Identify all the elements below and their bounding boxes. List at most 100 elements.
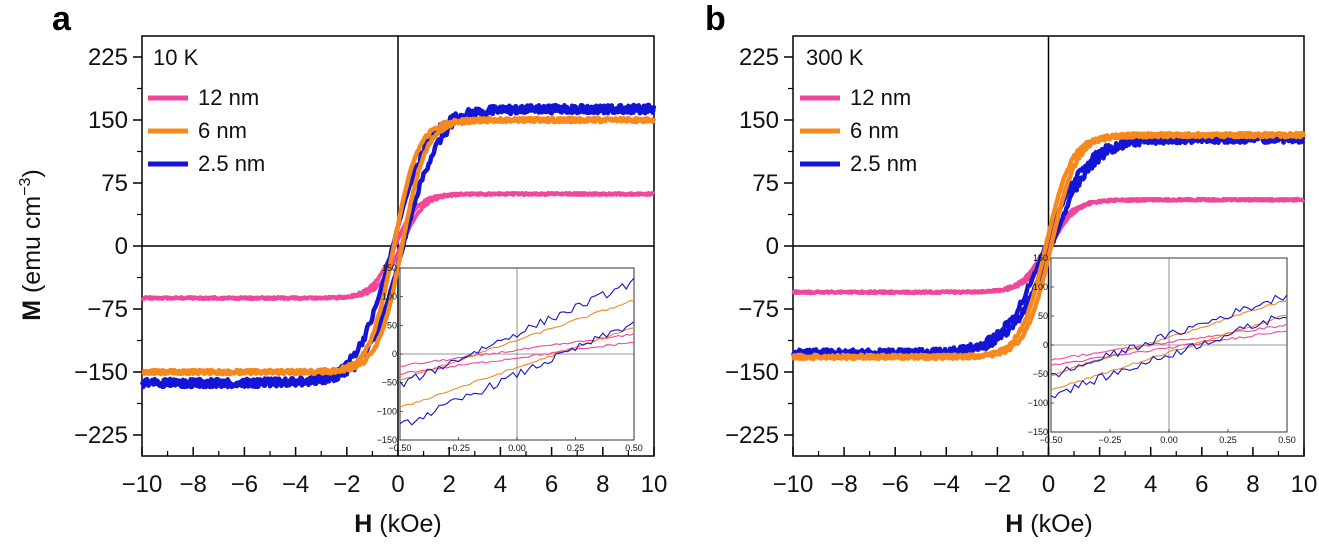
y-axis-title: M (emu cm−3) [17, 169, 46, 321]
panel-b: b 225 150 75 0 −75 −150 −225 −10 −8 −6 −4 −2 0 2 4 6 8 1… [705, 0, 1317, 538]
panel-a-x-axis-unit: (kOe) [372, 510, 441, 538]
panel-b-inset-x-tick-label: 0.25 [1219, 435, 1237, 445]
panel-b-inset-x-tick-label: 0.00 [1160, 435, 1178, 445]
panel-b-inset: 150 100 50 0 −50 −100 −150−0.50 −0.25 0.00 0.25 0.… [1028, 253, 1296, 445]
panel-a-x-tick-label: 2 [443, 471, 456, 498]
panel-a-y-tick-label: −75 [87, 296, 128, 323]
panel-a-inset-y-tick-label: 50 [387, 320, 397, 330]
panel-b-x-axis-unit: (kOe) [1023, 510, 1092, 538]
panel-b-inset-y-tick-label: −50 [1033, 369, 1048, 379]
panel-b-y-tick-label: 225 [739, 44, 779, 71]
panel-a-x-tick-label: −2 [333, 471, 360, 498]
y-axis-title-symbol: M [18, 300, 46, 321]
panel-a-inset-x-tick-label: 0.00 [508, 443, 526, 453]
y-axis-title-exponent: −3 [17, 177, 34, 195]
panel-b-x-axis-symbol: H [1005, 510, 1023, 538]
panel-b-inset-x-tick-label: −0.50 [1040, 435, 1063, 445]
panel-a-inset-x-tick-label: −0.25 [447, 443, 470, 453]
panel-a-inset-x-tick-label: −0.50 [389, 443, 412, 453]
panel-a-inset-series-12-nm-descending [399, 341, 635, 375]
panel-b-y-tick-label: 150 [739, 107, 779, 134]
panel-b-x-tick-label: −10 [773, 471, 814, 498]
panel-b-y-tick-label: 0 [766, 233, 779, 260]
panel-a-x-ticks: −10 −8 −6 −4 −2 0 2 4 6 8 10 [122, 447, 667, 498]
panel-b-temperature: 300 K [806, 45, 864, 70]
panel-b-inset-x-tick-label: 0.50 [1278, 435, 1296, 445]
panel-a-series-12-nm-descending [141, 190, 656, 302]
panel-b-legend-label: 12 nm [850, 85, 911, 110]
panel-a-inset-y-tick-label: 0 [392, 349, 397, 359]
y-axis-title-unit: (emu cm [18, 196, 46, 300]
panel-b-y-tick-label: −75 [738, 296, 779, 323]
panel-b-letter: b [705, 0, 726, 38]
panel-b-curves [790, 130, 1307, 362]
panel-a-x-tick-label: 0 [391, 471, 404, 498]
panel-a-legend-label: 6 nm [198, 118, 247, 143]
panel-b-series-6-nm-descending [791, 130, 1306, 362]
panel-b-x-tick-label: −6 [882, 471, 909, 498]
panel-a-inset-y-tick-label: −50 [382, 378, 397, 388]
panel-a-letter: a [52, 0, 72, 38]
panel-b-inset-y-tick-label: 100 [1033, 282, 1048, 292]
panel-b-inset-y-tick-label: 50 [1038, 311, 1048, 321]
panel-b-x-tick-label: 8 [1246, 471, 1259, 498]
panel-b-inset-series-2-5-nm-ascending [1050, 294, 1288, 378]
panel-b-x-tick-label: −2 [984, 471, 1011, 498]
panel-b-x-tick-label: −8 [830, 471, 857, 498]
panel-b-inset-x-tick-label: −0.25 [1099, 435, 1122, 445]
panel-a-temperature: 10 K [153, 45, 199, 70]
panel-a-x-tick-label: −6 [231, 471, 258, 498]
panel-a-inset-x-tick-label: 0.50 [625, 443, 643, 453]
panel-b-x-tick-label: 4 [1144, 471, 1157, 498]
panel-a-inset-series-2-5-nm-descending [399, 321, 635, 426]
panel-a-legend-label: 2.5 nm [198, 151, 265, 176]
panel-a-x-tick-label: −8 [180, 471, 207, 498]
panel-b-x-tick-label: 6 [1195, 471, 1208, 498]
panel-b-inset-series-2-5-nm-descending [1050, 315, 1288, 399]
panel-a-x-tick-label: 6 [545, 471, 558, 498]
panel-a-y-tick-label: 225 [88, 44, 128, 71]
panel-a-y-tick-label: 0 [115, 233, 128, 260]
panel-a-x-tick-label: −4 [282, 471, 309, 498]
panel-a-inset-series-6-nm-descending [399, 327, 635, 408]
panel-b-y-tick-label: −150 [725, 359, 779, 386]
panel-b-inset-series-6-nm-descending [1050, 314, 1288, 391]
panel-a-legend: 12 nm 6 nm 2.5 nm [148, 85, 265, 176]
panel-b-inset-series-6-nm-ascending [1050, 300, 1288, 377]
panel-b-legend-label: 6 nm [850, 118, 899, 143]
panel-b-inset-y-tick-label: −100 [1028, 398, 1048, 408]
panel-b-x-tick-label: 0 [1042, 471, 1055, 498]
panel-a-x-tick-label: 8 [596, 471, 609, 498]
panel-a: a 225 150 75 0 −75 −150 −225 −10 −8 −6 −4 −2 0 2 4 6 8 1… [52, 0, 667, 538]
panel-b-x-ticks: −10 −8 −6 −4 −2 0 2 4 6 8 10 [773, 447, 1318, 498]
panel-a-y-tick-label: 75 [101, 170, 128, 197]
panel-a-inset: 150 100 50 0 −50 −100 −150−0.50 −0.25 0.00 0.25 0.… [377, 263, 643, 453]
y-axis-title-close: ) [18, 169, 46, 177]
panel-a-inset-y-tick-label: −100 [377, 406, 397, 416]
panel-a-y-tick-label: −225 [74, 422, 128, 449]
panel-a-x-axis-symbol: H [354, 510, 372, 538]
panel-a-inset-x-tick-label: 0.25 [567, 443, 585, 453]
panel-b-x-tick-label: −4 [933, 471, 960, 498]
panel-a-y-tick-label: −150 [74, 359, 128, 386]
panel-a-y-ticks: 225 150 75 0 −75 −150 −225 [74, 44, 142, 449]
panel-a-zero-lines [142, 36, 654, 456]
panel-a-legend-label: 12 nm [198, 85, 259, 110]
panel-a-x-tick-label: 4 [494, 471, 507, 498]
panel-b-legend: 12 nm 6 nm 2.5 nm [800, 85, 917, 176]
panel-b-y-tick-label: 75 [752, 170, 779, 197]
panel-a-x-axis-title: H (kOe) [354, 510, 442, 538]
panel-b-x-tick-label: 2 [1093, 471, 1106, 498]
panel-b-x-tick-label: 10 [1291, 471, 1318, 498]
panel-a-series-6-nm-descending [141, 115, 657, 377]
panel-a-inset-y-tick-label: 100 [382, 292, 397, 302]
panel-b-inset-y-tick-label: −150 [1028, 427, 1048, 437]
panel-a-x-tick-label: −10 [122, 471, 163, 498]
panel-b-inset-y-tick-label: 150 [1033, 253, 1048, 263]
panel-b-y-tick-label: −225 [725, 422, 779, 449]
panel-b-inset-series-12-nm-descending [1050, 330, 1288, 366]
panel-a-curves [139, 102, 657, 390]
panel-a-y-tick-label: 150 [88, 107, 128, 134]
panel-b-x-axis-title: H (kOe) [1005, 510, 1093, 538]
